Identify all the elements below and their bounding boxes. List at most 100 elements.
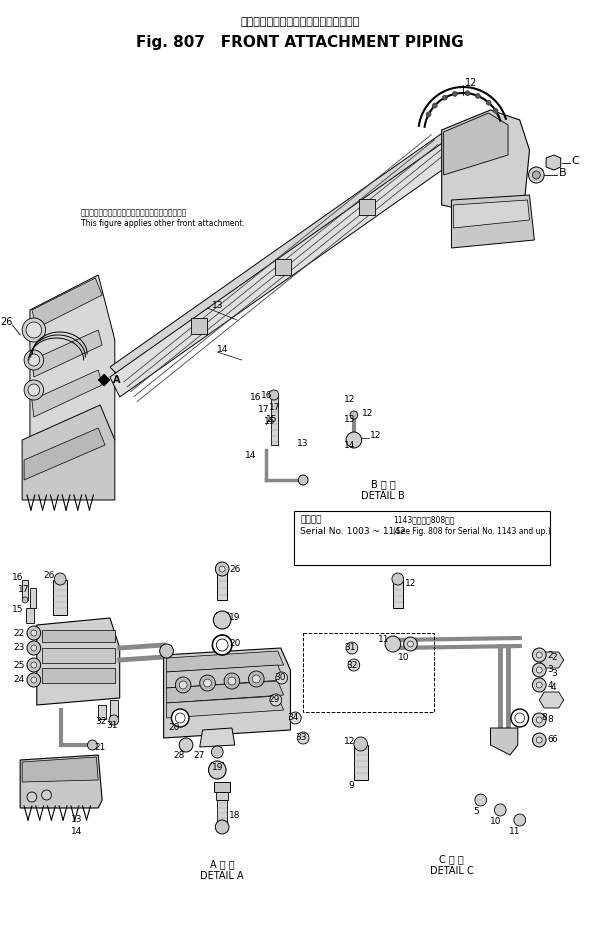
Circle shape [27,658,41,672]
Text: 12: 12 [465,78,478,88]
Polygon shape [32,330,102,377]
Text: 14: 14 [71,827,82,836]
Circle shape [176,713,185,723]
Circle shape [486,100,491,106]
Circle shape [452,91,457,96]
Bar [30,588,36,608]
Text: A 詳 細
DETAIL A: A 詳 細 DETAIL A [200,859,244,881]
Text: 20: 20 [229,639,241,647]
Circle shape [348,659,360,671]
Polygon shape [491,728,518,755]
Text: 33: 33 [296,734,307,742]
Bar [98,705,106,719]
Polygon shape [164,648,290,738]
Text: 3: 3 [551,669,557,677]
Polygon shape [20,755,102,808]
Bar [26,608,34,623]
Bar [359,200,375,216]
Text: 6: 6 [551,736,557,744]
Polygon shape [22,405,115,500]
Text: 32: 32 [346,660,358,670]
Circle shape [27,792,37,802]
Circle shape [87,740,98,750]
Circle shape [290,712,301,724]
Text: This figure applies other front attachment.: This figure applies other front attachme… [81,219,245,228]
Circle shape [270,694,282,706]
Circle shape [433,103,437,108]
Text: 適用番号: 適用番号 [300,515,322,525]
Bar [217,800,227,825]
Text: フロント　アタッチメント　パイビング: フロント アタッチメント パイビング [241,17,360,27]
Circle shape [528,167,544,183]
Text: 1143以上は図808参照: 1143以上は図808参照 [393,515,454,525]
Circle shape [532,678,546,692]
Text: 10: 10 [398,653,410,661]
Circle shape [212,746,223,758]
Circle shape [209,761,226,779]
Text: 27: 27 [193,751,204,759]
Circle shape [532,171,540,179]
Polygon shape [167,651,284,672]
Polygon shape [167,665,284,688]
Circle shape [215,820,229,834]
Circle shape [276,672,288,684]
Polygon shape [22,757,98,782]
Text: 13: 13 [212,300,224,310]
Circle shape [160,644,173,658]
Circle shape [511,709,528,727]
Circle shape [537,717,542,723]
Text: 19: 19 [229,613,241,623]
Circle shape [537,682,542,688]
Bar [271,395,278,445]
Circle shape [228,677,236,685]
Polygon shape [24,428,105,480]
Circle shape [426,112,431,117]
Text: 13: 13 [71,816,82,824]
Circle shape [22,318,46,342]
Circle shape [475,93,480,98]
Bar [217,570,227,600]
Circle shape [28,384,40,396]
Text: 17: 17 [258,405,269,414]
Text: 26: 26 [229,565,241,575]
Circle shape [515,713,525,723]
Text: 12: 12 [344,738,356,746]
Circle shape [200,675,215,691]
Text: 5: 5 [473,807,479,817]
Circle shape [269,390,279,400]
Circle shape [346,432,362,448]
Bar [215,782,230,792]
Circle shape [443,95,447,100]
Bar [275,258,291,274]
Circle shape [385,636,401,652]
Circle shape [354,737,368,751]
Circle shape [213,611,231,629]
Text: 6: 6 [547,736,553,744]
Polygon shape [546,155,561,170]
Text: 12: 12 [362,409,373,417]
Text: 10: 10 [489,818,501,826]
Text: 15: 15 [266,415,278,425]
Bar [354,745,368,780]
Circle shape [532,713,546,727]
Polygon shape [453,200,530,228]
Bar [191,317,207,333]
Text: 13: 13 [344,415,356,425]
Circle shape [404,637,417,651]
Circle shape [31,630,37,636]
Text: 26: 26 [0,317,12,327]
Circle shape [475,794,486,806]
Text: 31: 31 [106,721,118,729]
Text: 2: 2 [551,654,557,662]
Bar [41,668,115,683]
Text: 2: 2 [547,651,553,659]
Text: 14: 14 [217,345,229,353]
Text: 12: 12 [344,396,356,404]
Polygon shape [539,692,564,708]
Text: 18: 18 [229,810,241,820]
Text: 15: 15 [12,606,24,614]
Polygon shape [167,696,284,718]
Text: 11: 11 [509,827,521,836]
Circle shape [350,411,358,419]
Text: 22: 22 [14,628,25,638]
